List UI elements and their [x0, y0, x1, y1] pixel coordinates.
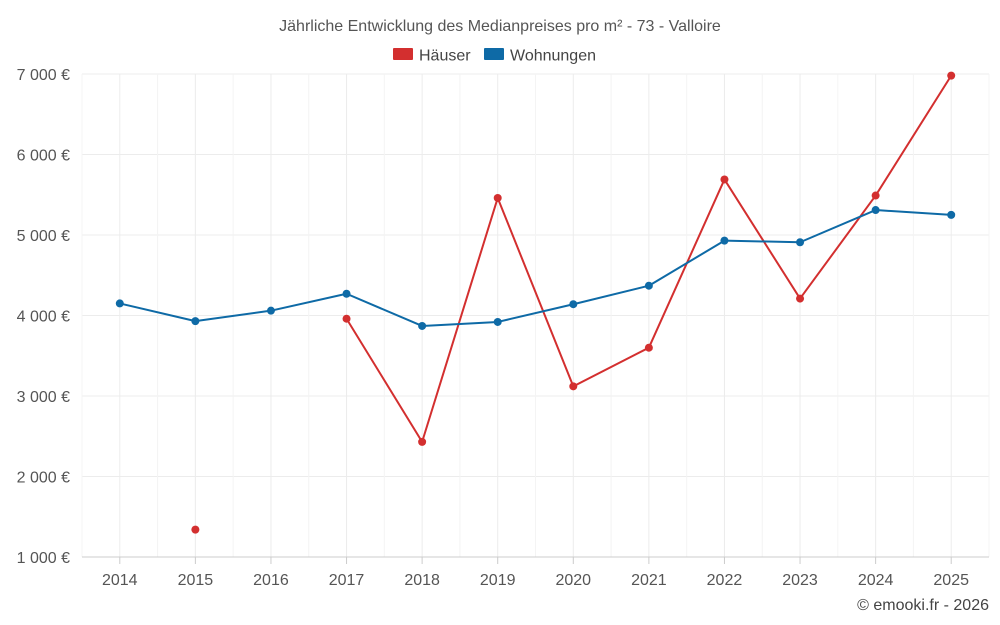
y-tick-label: 3 000 € — [17, 389, 70, 406]
data-point-haeuser-2015[interactable] — [191, 525, 200, 534]
x-tick-label: 2025 — [933, 572, 969, 589]
series-line-segment-haeuser — [572, 346, 650, 388]
series-line-segment-haeuser — [874, 74, 953, 197]
gridlines — [81, 73, 990, 557]
series-line-segment-wohnungen — [799, 209, 877, 244]
data-point-wohnungen-2017[interactable] — [342, 289, 351, 298]
series-line-segment-wohnungen — [874, 209, 953, 216]
data-point-haeuser-2025[interactable] — [947, 71, 956, 80]
x-tick-label: 2023 — [782, 572, 818, 589]
data-point-wohnungen-2019[interactable] — [493, 317, 502, 326]
x-tick-label: 2016 — [253, 572, 289, 589]
legend-label-wohnungen: Wohnungen — [510, 48, 596, 65]
legend-item-wohnungen[interactable]: Wohnungen — [484, 48, 596, 65]
y-tick-label: 1 000 € — [17, 550, 70, 567]
legend-label-haeuser: Häuser — [419, 48, 471, 65]
series-line-segment-wohnungen — [269, 292, 348, 312]
data-point-haeuser-2024[interactable] — [871, 191, 880, 200]
x-tick-label: 2021 — [631, 572, 667, 589]
data-point-wohnungen-2021[interactable] — [644, 281, 653, 290]
series-line-segment-haeuser — [799, 194, 877, 300]
data-point-wohnungen-2023[interactable] — [796, 238, 805, 247]
y-tick-label: 6 000 € — [17, 148, 70, 165]
data-point-wohnungen-2016[interactable] — [266, 306, 275, 315]
series-line-segment-wohnungen — [723, 239, 802, 244]
data-point-wohnungen-2015[interactable] — [191, 317, 200, 326]
series-line-segment-haeuser — [496, 196, 575, 388]
data-point-haeuser-2020[interactable] — [569, 382, 578, 391]
x-axis: 2014 2015 2016 2017 2018 2019 2020 2021 2022 2023… — [82, 556, 989, 589]
y-axis: 1 000 € 2 000 € 3 000 € 4 000 € 5 000 € 6 000… — [17, 67, 70, 567]
data-point-haeuser-2021[interactable] — [644, 343, 653, 352]
series-haeuser — [191, 71, 956, 534]
x-tick-label: 2018 — [404, 572, 440, 589]
series-line-segment-wohnungen — [496, 303, 575, 323]
data-point-wohnungen-2022[interactable] — [720, 236, 729, 245]
series-line-segment-wohnungen — [345, 292, 424, 327]
series-line-segment-haeuser — [421, 196, 499, 443]
x-tick-label: 2019 — [480, 572, 516, 589]
data-point-haeuser-2023[interactable] — [796, 294, 805, 303]
x-tick-label: 2015 — [178, 572, 214, 589]
legend-swatch-wohnungen — [484, 48, 504, 60]
x-tick-label: 2014 — [102, 572, 138, 589]
data-point-wohnungen-2018[interactable] — [418, 321, 427, 330]
legend-swatch-haeuser — [393, 48, 413, 60]
series-line-segment-wohnungen — [194, 309, 272, 323]
data-point-wohnungen-2025[interactable] — [947, 210, 956, 219]
data-point-haeuser-2019[interactable] — [493, 193, 502, 202]
x-tick-label: 2022 — [707, 572, 743, 589]
y-tick-label: 7 000 € — [17, 67, 70, 84]
series-line-segment-wohnungen — [118, 302, 197, 323]
x-tick-label: 2017 — [329, 572, 365, 589]
y-tick-label: 4 000 € — [17, 309, 70, 326]
data-point-wohnungen-2020[interactable] — [569, 300, 578, 309]
credit-text: © emooki.fr - 2026 — [857, 597, 989, 614]
legend: Häuser Wohnungen — [393, 48, 596, 65]
series-line-segment-haeuser — [723, 178, 802, 300]
data-point-haeuser-2018[interactable] — [418, 437, 427, 446]
y-tick-label: 2 000 € — [17, 470, 70, 487]
data-point-haeuser-2022[interactable] — [720, 175, 729, 184]
x-tick-label: 2020 — [555, 572, 591, 589]
x-tick-label: 2024 — [858, 572, 894, 589]
legend-item-haeuser[interactable]: Häuser — [393, 48, 471, 65]
series-line-segment-haeuser — [345, 317, 424, 443]
series-wohnungen — [115, 206, 956, 330]
data-point-haeuser-2017[interactable] — [342, 314, 351, 323]
data-point-wohnungen-2014[interactable] — [115, 299, 124, 308]
chart-title: Jährliche Entwicklung des Medianpreises … — [279, 18, 721, 35]
series-layer — [115, 71, 956, 534]
series-line-segment-wohnungen — [572, 284, 650, 306]
series-line-segment-wohnungen — [421, 320, 499, 327]
series-line-segment-wohnungen — [647, 239, 726, 287]
y-tick-label: 5 000 € — [17, 228, 70, 245]
data-point-wohnungen-2024[interactable] — [871, 206, 880, 215]
